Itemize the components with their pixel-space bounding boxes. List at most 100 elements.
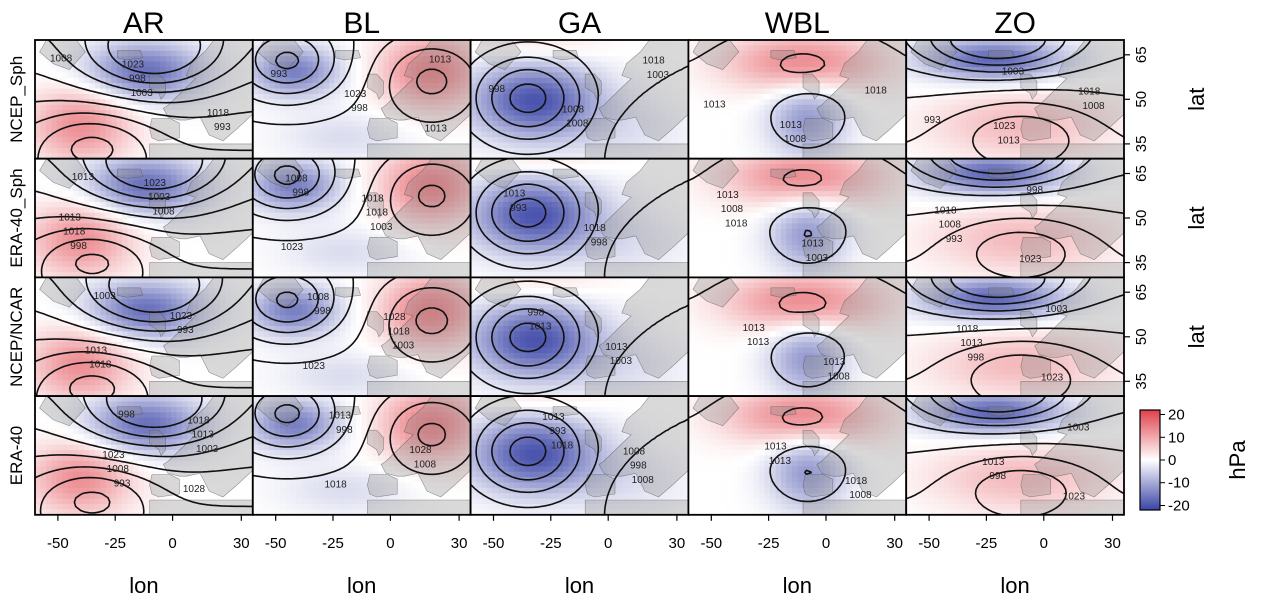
anomaly-cell: [432, 153, 439, 159]
anomaly-cell: [56, 110, 63, 117]
anomaly-cell: [737, 120, 744, 127]
anomaly-cell: [481, 93, 488, 100]
anomaly-cell: [1102, 66, 1109, 73]
anomaly-cell: [557, 93, 564, 100]
anomaly-cell: [672, 61, 679, 68]
anomaly-cell: [470, 40, 477, 46]
anomaly-cell: [710, 142, 717, 149]
anomaly-cell: [1085, 83, 1092, 90]
anomaly-cell: [911, 88, 918, 95]
anomaly-cell: [759, 72, 766, 79]
anomaly-cell: [737, 115, 744, 122]
anomaly-cell: [955, 66, 962, 73]
anomaly-cell: [35, 261, 42, 268]
anomaly-cell: [900, 99, 907, 106]
anomaly-cell: [737, 72, 744, 79]
anomaly-cell: [334, 45, 341, 52]
anomaly-cell: [116, 50, 123, 57]
anomaly-cell: [171, 72, 178, 79]
anomaly-cell: [552, 50, 559, 57]
anomaly-cell: [584, 104, 591, 111]
anomaly-cell: [857, 153, 864, 159]
anomaly-cell: [182, 137, 189, 144]
anomaly-cell: [198, 88, 205, 95]
anomaly-cell: [67, 201, 74, 208]
anomaly-cell: [503, 120, 510, 127]
anomaly-cell: [574, 40, 581, 46]
anomaly-cell: [89, 40, 96, 46]
anomaly-cell: [187, 137, 194, 144]
anomaly-cell: [481, 40, 488, 46]
anomaly-cell: [367, 137, 374, 144]
anomaly-cell: [688, 93, 695, 100]
anomaly-cell: [176, 50, 183, 57]
anomaly-cell: [557, 61, 564, 68]
contour-label: 1008: [50, 53, 73, 64]
anomaly-cell: [94, 239, 101, 246]
anomaly-cell: [1009, 88, 1016, 95]
anomaly-cell: [1085, 153, 1092, 159]
anomaly-cell: [89, 234, 96, 241]
anomaly-cell: [356, 88, 363, 95]
anomaly-cell: [568, 104, 575, 111]
anomaly-cell: [94, 158, 101, 165]
anomaly-cell: [535, 137, 542, 144]
anomaly-cell: [584, 110, 591, 117]
anomaly-cell: [895, 61, 902, 68]
anomaly-cell: [737, 61, 744, 68]
anomaly-cell: [35, 212, 42, 219]
anomaly-cell: [949, 153, 956, 159]
anomaly-cell: [682, 153, 689, 159]
anomaly-cell: [639, 142, 646, 149]
anomaly-cell: [938, 142, 945, 149]
anomaly-cell: [808, 56, 815, 63]
anomaly-cell: [35, 137, 42, 144]
anomaly-cell: [710, 93, 717, 100]
anomaly-cell: [775, 115, 782, 122]
anomaly-cell: [764, 110, 771, 117]
anomaly-cell: [960, 99, 967, 106]
anomaly-cell: [383, 61, 390, 68]
anomaly-cell: [770, 153, 777, 159]
anomaly-cell: [405, 99, 412, 106]
anomaly-cell: [535, 50, 542, 57]
anomaly-cell: [1025, 104, 1033, 111]
anomaly-cell: [35, 99, 42, 106]
anomaly-cell: [437, 153, 444, 159]
anomaly-cell: [312, 88, 319, 95]
anomaly-cell: [67, 153, 74, 159]
anomaly-cell: [470, 126, 477, 133]
anomaly-cell: [677, 56, 684, 63]
anomaly-cell: [829, 72, 837, 79]
anomaly-cell: [721, 45, 728, 52]
anomaly-cell: [356, 77, 363, 84]
anomaly-cell: [432, 131, 439, 138]
anomaly-cell: [486, 88, 493, 95]
anomaly-cell: [394, 83, 401, 90]
anomaly-cell: [448, 56, 455, 63]
anomaly-cell: [51, 180, 58, 187]
anomaly-cell: [1113, 147, 1120, 154]
anomaly-cell: [1096, 120, 1103, 127]
anomaly-cell: [949, 120, 956, 127]
anomaly-cell: [535, 126, 542, 133]
anomaly-cell: [530, 115, 537, 122]
anomaly-cell: [829, 61, 837, 68]
anomaly-cell: [606, 104, 613, 111]
anomaly-cell: [557, 137, 564, 144]
anomaly-cell: [252, 88, 259, 95]
anomaly-cell: [241, 93, 248, 100]
anomaly-cell: [813, 110, 820, 117]
contour-label: 1013: [425, 123, 448, 134]
anomaly-cell: [263, 131, 270, 138]
anomaly-cell: [546, 142, 553, 149]
anomaly-cell: [154, 153, 161, 159]
anomaly-cell: [84, 147, 91, 154]
anomaly-cell: [84, 234, 91, 241]
anomaly-cell: [225, 77, 232, 84]
anomaly-cell: [280, 56, 287, 63]
anomaly-cell: [84, 77, 91, 84]
anomaly-cell: [617, 72, 624, 79]
anomaly-cell: [514, 115, 521, 122]
